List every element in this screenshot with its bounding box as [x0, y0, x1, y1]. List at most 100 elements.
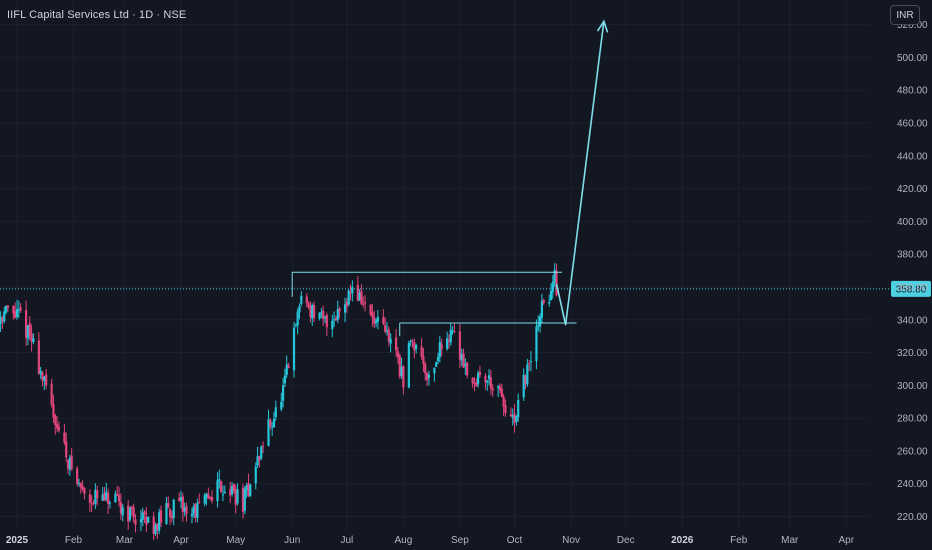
candle	[17, 300, 20, 319]
x-tick-label: 2025	[6, 535, 29, 546]
y-tick-label: 220.00	[897, 512, 928, 523]
candle	[311, 303, 314, 326]
candle	[515, 415, 518, 426]
symbol-title[interactable]: IIFL Capital Services Ltd · 1D · NSE	[7, 9, 187, 21]
candle	[154, 522, 157, 536]
price-axis[interactable]: 220.00 240.00 260.00 280.00 300.00 320.00 340.…	[897, 20, 928, 523]
candle	[57, 421, 61, 433]
candle	[220, 480, 223, 493]
x-tick-label: Dec	[617, 535, 635, 546]
candle	[446, 331, 449, 351]
candle	[196, 498, 199, 523]
candle	[269, 418, 272, 431]
candle	[139, 509, 143, 532]
candle	[422, 348, 425, 373]
candle	[449, 323, 452, 346]
candle	[347, 288, 350, 307]
candle	[229, 481, 232, 503]
y-tick-label: 300.00	[897, 381, 928, 392]
currency-button[interactable]: INR	[890, 5, 920, 25]
candle	[1, 315, 4, 330]
x-tick-label: Apr	[838, 535, 854, 546]
candle	[158, 508, 161, 535]
candle	[415, 343, 418, 354]
candle	[411, 339, 414, 348]
candle	[179, 490, 183, 509]
candle	[500, 383, 503, 398]
x-tick-label: Jul	[340, 535, 353, 546]
candle	[4, 305, 8, 315]
candle	[323, 315, 327, 324]
y-tick-label: 500.00	[897, 53, 928, 64]
candle	[351, 280, 354, 302]
candle	[487, 369, 491, 386]
candle	[433, 367, 436, 382]
candle	[345, 297, 348, 313]
drawings[interactable]	[291, 19, 609, 337]
candle	[484, 373, 487, 390]
range-rectangle[interactable]	[291, 271, 562, 297]
candle	[25, 300, 28, 346]
candle	[398, 353, 401, 379]
y-tick-label: 400.00	[897, 217, 928, 228]
candle	[338, 306, 341, 319]
candle	[362, 296, 365, 308]
candle	[234, 484, 237, 514]
x-tick-label: May	[226, 535, 245, 546]
candle	[440, 338, 443, 357]
candle	[438, 335, 441, 363]
arrow-head-icon	[597, 19, 609, 33]
y-tick-label: 380.00	[897, 250, 928, 261]
candle	[343, 297, 347, 323]
candle	[498, 383, 502, 394]
candle	[143, 510, 146, 523]
candle	[121, 503, 124, 522]
candle	[92, 500, 95, 506]
y-tick-label: 460.00	[897, 118, 928, 129]
candle	[15, 299, 19, 320]
candle	[28, 316, 31, 341]
candle	[281, 377, 285, 408]
candle	[101, 486, 104, 502]
candle	[285, 355, 288, 379]
projection-arrow[interactable]	[555, 21, 605, 326]
candle	[216, 472, 219, 508]
candle	[336, 300, 339, 324]
candle	[256, 446, 259, 468]
candle	[504, 399, 507, 417]
candle	[181, 492, 184, 522]
candle	[165, 496, 168, 526]
candle	[464, 358, 467, 375]
candle	[90, 495, 93, 513]
x-tick-label: Nov	[562, 535, 580, 546]
candle	[478, 365, 482, 378]
candle	[43, 376, 46, 391]
x-tick-label: Sep	[451, 535, 469, 546]
candle	[396, 346, 400, 364]
candle	[45, 368, 48, 390]
candle	[52, 394, 55, 424]
candle	[218, 469, 221, 489]
candle	[83, 487, 86, 500]
y-tick-label: 440.00	[897, 151, 928, 162]
candle	[12, 305, 15, 320]
candle	[172, 498, 175, 526]
y-tick-label: 360.00	[897, 282, 928, 293]
candle	[502, 393, 505, 416]
candle	[542, 298, 545, 305]
y-tick-label: 340.00	[897, 315, 928, 326]
candle	[466, 362, 469, 379]
candle	[322, 305, 325, 326]
candle	[360, 284, 363, 305]
candle	[272, 411, 276, 428]
candle	[65, 432, 68, 462]
candle	[309, 301, 312, 323]
time-axis[interactable]: 2025 Feb Mar Apr May Jun Jul Aug Sep Oct Nov Dec 202…	[6, 535, 855, 546]
candle	[203, 492, 206, 507]
x-tick-label: Apr	[173, 535, 189, 546]
candle	[116, 485, 119, 497]
candle	[349, 284, 352, 301]
range-rectangle[interactable]	[399, 322, 577, 337]
